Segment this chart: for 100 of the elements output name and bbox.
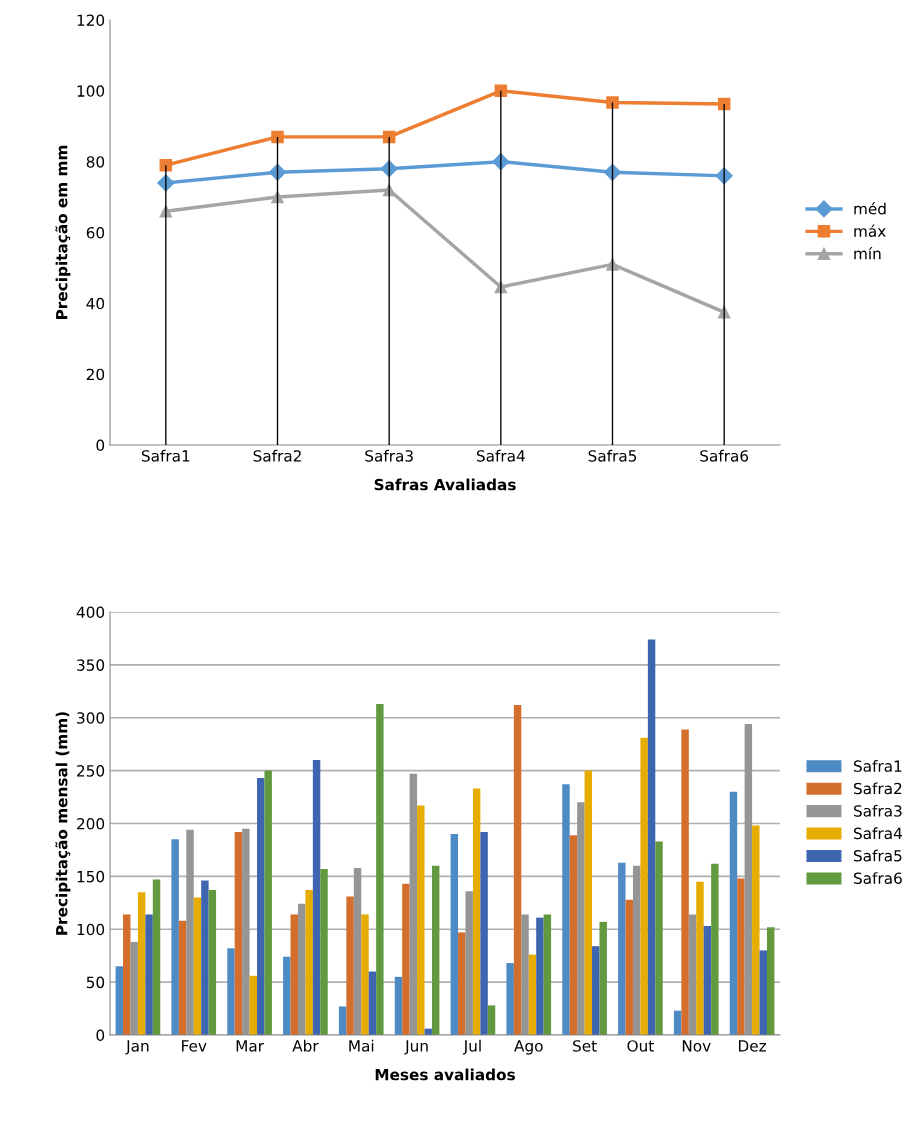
legend-label: máx bbox=[854, 224, 886, 237]
bar bbox=[744, 724, 753, 1035]
y-tick-label: 20 bbox=[86, 368, 105, 381]
x-tick-label: Safra2 bbox=[253, 449, 301, 462]
legend-label: Safra3 bbox=[853, 804, 902, 817]
bar bbox=[242, 828, 250, 1035]
x-tick-label: Dez bbox=[738, 1040, 767, 1052]
bar bbox=[458, 932, 466, 1035]
bar bbox=[320, 868, 328, 1035]
bar bbox=[618, 862, 626, 1035]
y-tick-label: 120 bbox=[77, 14, 105, 27]
x-tick-label: Jul bbox=[462, 1039, 481, 1055]
x-axis-title: Safras Avaliadas bbox=[374, 478, 516, 491]
bar bbox=[599, 921, 607, 1035]
y-tick-label: 50 bbox=[86, 976, 105, 989]
bar bbox=[234, 831, 243, 1035]
bar bbox=[137, 892, 146, 1035]
x-axis-title: Meses avaliados bbox=[375, 1068, 515, 1081]
bar bbox=[766, 927, 775, 1035]
bar bbox=[346, 896, 354, 1035]
bar bbox=[145, 914, 153, 1035]
x-tick-label: Safra6 bbox=[700, 449, 749, 462]
bar bbox=[487, 1005, 496, 1035]
y-tick-label: 250 bbox=[77, 765, 105, 777]
bar bbox=[640, 737, 648, 1035]
bar bbox=[394, 976, 403, 1035]
bar bbox=[115, 966, 124, 1035]
bar bbox=[472, 788, 481, 1035]
bar bbox=[729, 791, 738, 1035]
bar bbox=[632, 865, 641, 1035]
legend-label: Safra1 bbox=[853, 760, 902, 772]
bar bbox=[584, 770, 593, 1035]
bar bbox=[283, 956, 291, 1035]
y-tick-label: 100 bbox=[77, 85, 105, 97]
bar bbox=[506, 963, 514, 1035]
bar bbox=[625, 899, 633, 1035]
y-tick-label: 300 bbox=[77, 712, 105, 724]
y-axis-title: Precipitação em mm bbox=[55, 145, 71, 319]
x-tick-label: Abr bbox=[292, 1039, 319, 1052]
bar bbox=[513, 705, 522, 1035]
bar bbox=[201, 880, 209, 1035]
bar bbox=[368, 971, 377, 1035]
bar bbox=[130, 941, 138, 1035]
bar bbox=[178, 920, 187, 1035]
x-tick-label: Nov bbox=[682, 1040, 711, 1052]
bar bbox=[577, 802, 585, 1035]
bar bbox=[193, 897, 202, 1035]
bar bbox=[536, 917, 544, 1035]
bar bbox=[711, 863, 719, 1035]
bar bbox=[521, 914, 529, 1035]
bar bbox=[688, 914, 697, 1035]
bar bbox=[208, 890, 217, 1035]
x-tick-label: Safra1 bbox=[141, 449, 190, 462]
bar bbox=[227, 948, 235, 1035]
bar bbox=[569, 835, 578, 1035]
x-tick-label: Set bbox=[573, 1040, 597, 1052]
y-tick-label: 0 bbox=[96, 439, 105, 452]
x-tick-label: Out bbox=[627, 1040, 654, 1052]
bar bbox=[480, 831, 488, 1035]
bar bbox=[696, 881, 704, 1035]
y-axis-title: Precipitação mensal (mm) bbox=[55, 712, 71, 935]
bar bbox=[528, 954, 537, 1035]
bar bbox=[402, 883, 410, 1035]
bar bbox=[249, 975, 258, 1035]
x-tick-label: Mai bbox=[349, 1039, 374, 1052]
bar bbox=[737, 878, 745, 1035]
bar bbox=[592, 946, 600, 1035]
y-tick-label: 80 bbox=[86, 156, 105, 168]
bar bbox=[655, 841, 663, 1035]
point bbox=[606, 96, 619, 109]
bar bbox=[353, 867, 362, 1035]
bar bbox=[361, 914, 369, 1035]
y-tick-label: 200 bbox=[77, 817, 105, 830]
legend-label: méd bbox=[854, 202, 886, 215]
point bbox=[271, 130, 284, 144]
y-tick-label: 40 bbox=[86, 297, 105, 310]
bar bbox=[759, 950, 767, 1035]
legend-label: Safra5 bbox=[853, 849, 902, 862]
bar bbox=[431, 865, 440, 1035]
bar bbox=[409, 773, 418, 1035]
bar bbox=[450, 834, 459, 1035]
legend-label: Safra6 bbox=[853, 872, 902, 884]
bar bbox=[417, 805, 425, 1035]
y-tick-label: 400 bbox=[76, 606, 105, 619]
x-tick-label: Jun bbox=[404, 1040, 428, 1055]
bar bbox=[703, 926, 712, 1035]
bar bbox=[305, 890, 313, 1035]
x-tick-label: Mar bbox=[236, 1040, 264, 1052]
x-tick-label: Safra3 bbox=[365, 449, 413, 462]
bar bbox=[681, 729, 689, 1035]
x-tick-label: Safra4 bbox=[476, 449, 525, 462]
bar bbox=[543, 914, 552, 1035]
x-tick-label: Fev bbox=[182, 1040, 207, 1052]
x-tick-label: Jan bbox=[125, 1040, 149, 1055]
bar bbox=[171, 839, 179, 1035]
x-tick-label: Safra5 bbox=[588, 449, 637, 462]
bar bbox=[152, 879, 161, 1035]
bar bbox=[123, 914, 131, 1035]
legend-label: Safra2 bbox=[853, 782, 902, 795]
bar bbox=[312, 760, 321, 1035]
